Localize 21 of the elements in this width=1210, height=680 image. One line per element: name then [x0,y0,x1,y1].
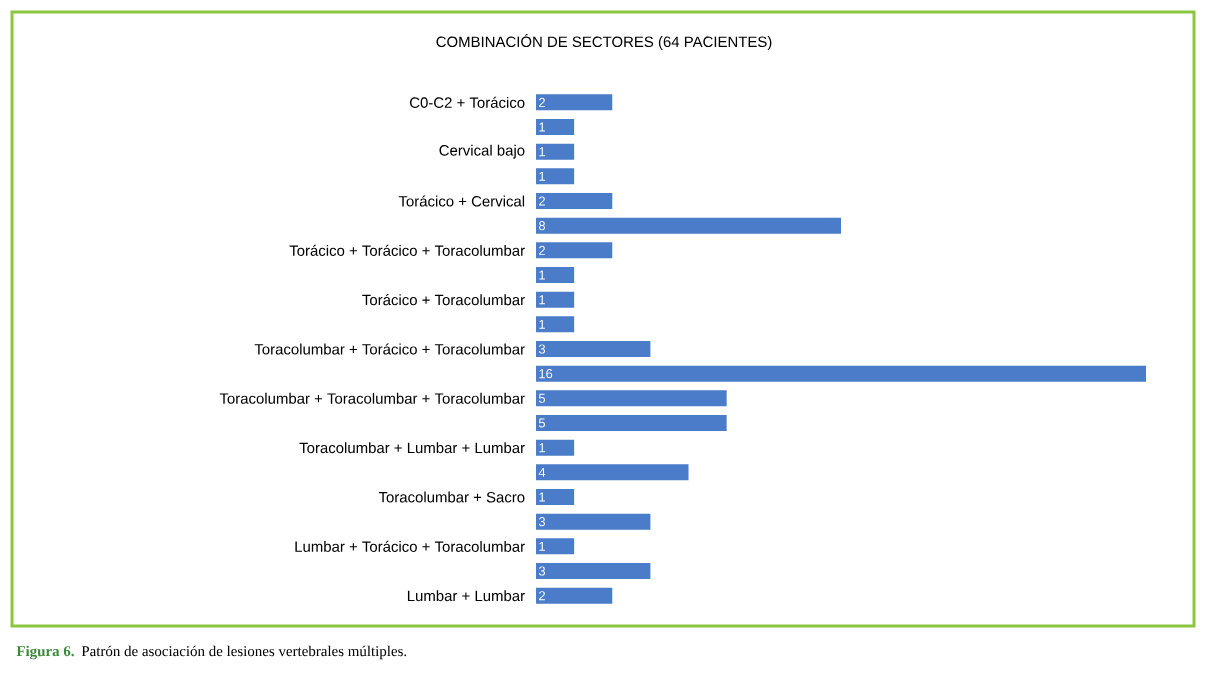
bar [536,316,575,333]
bar [536,341,651,358]
bar [536,464,689,481]
bar [536,119,575,136]
bar [536,168,575,185]
bar [536,489,575,506]
bar [536,563,651,580]
bar [536,439,575,456]
bar [536,217,842,234]
bar [536,267,575,284]
bar [536,365,1147,382]
bar [536,291,575,308]
bar [536,513,651,530]
bar [536,94,613,111]
bar [536,242,613,259]
bar [536,415,727,432]
bar [536,538,575,555]
bar [536,390,727,407]
bar [536,587,613,604]
bar [536,193,613,210]
bar [536,143,575,160]
